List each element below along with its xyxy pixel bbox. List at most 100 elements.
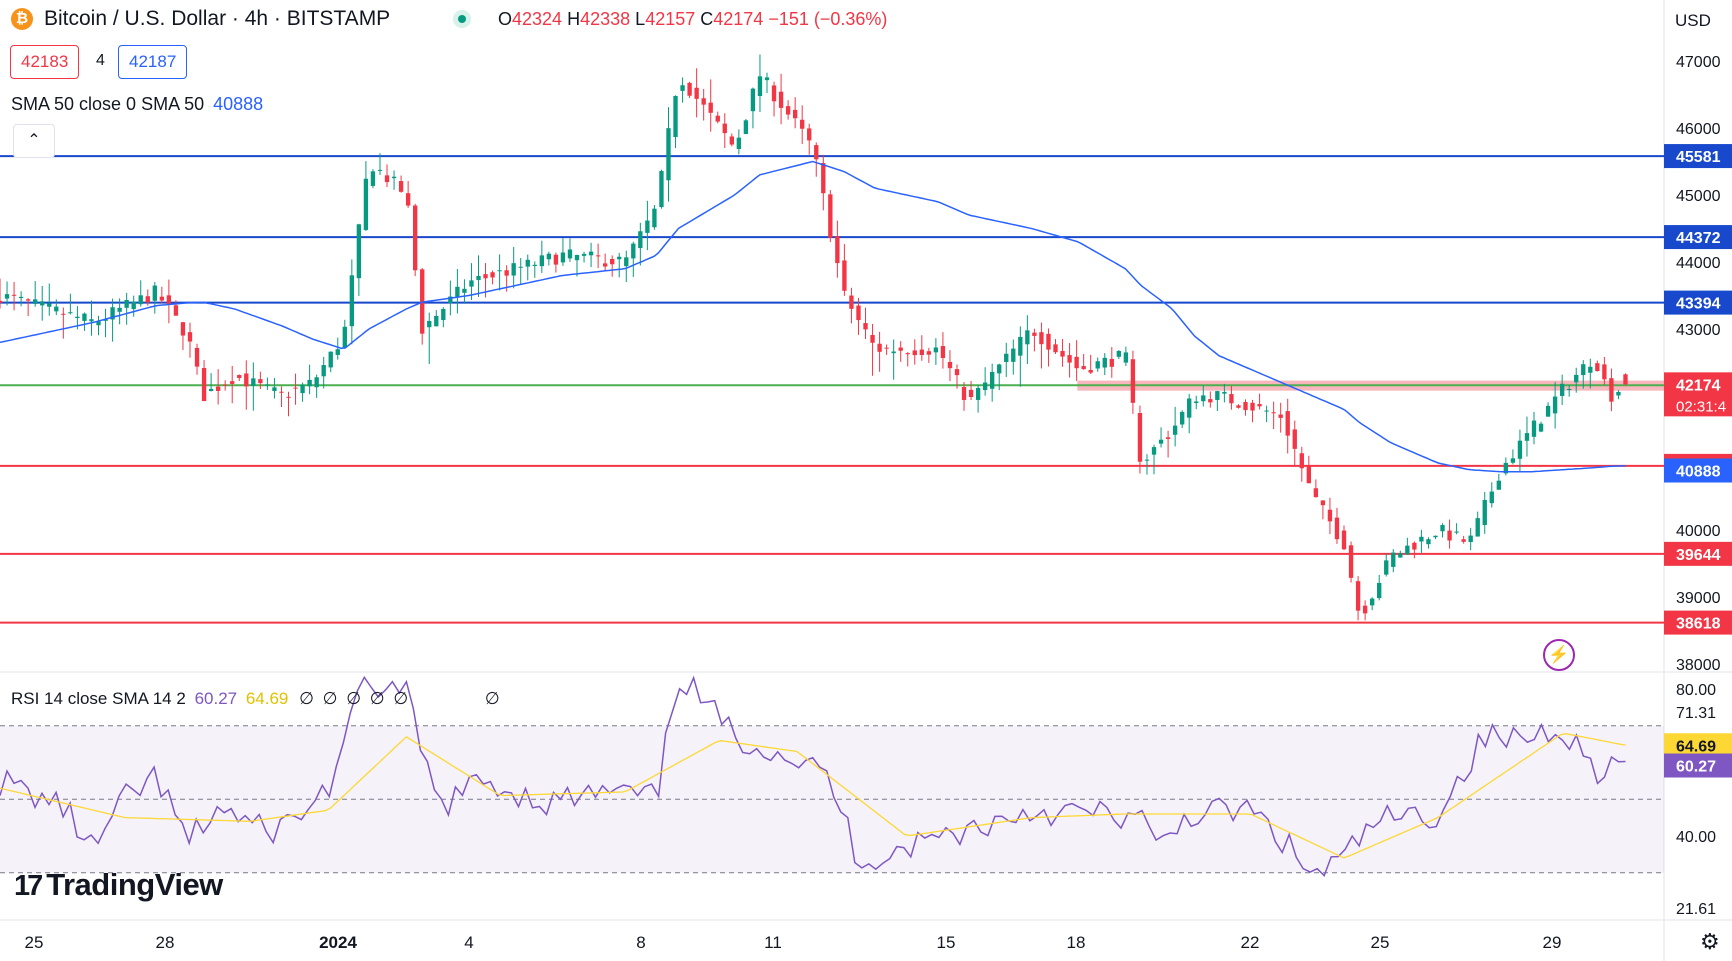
level-price-label-bg — [1664, 290, 1732, 315]
candle-body — [1067, 355, 1072, 363]
candle-body — [110, 307, 115, 320]
candle-body — [1292, 429, 1297, 449]
settings-icon[interactable]: ⚙ — [1700, 929, 1720, 954]
candle-body — [194, 347, 200, 367]
rsi-tick-label: 40.00 — [1676, 829, 1716, 846]
candle-body — [215, 386, 221, 391]
candle-body — [237, 375, 242, 378]
candle-body — [166, 295, 172, 305]
candle-body — [1179, 411, 1185, 425]
candle-body — [736, 137, 742, 149]
candle-body — [1250, 402, 1255, 411]
candle-body — [764, 77, 770, 81]
candle-body — [849, 295, 854, 309]
candle-body — [1377, 582, 1382, 599]
candle-body — [244, 373, 249, 387]
candle-body — [617, 256, 622, 260]
candle-body — [1074, 356, 1079, 369]
level-price-label: 44372 — [1676, 230, 1721, 247]
candle-body — [990, 371, 995, 389]
candle-body — [335, 349, 340, 355]
tradingview-logo[interactable]: 17 TradingView — [14, 867, 223, 902]
candle-body — [469, 280, 474, 287]
candle-body — [891, 351, 896, 354]
candle-body — [1531, 420, 1537, 437]
candle-body — [905, 353, 910, 355]
candle-body — [349, 275, 355, 327]
candle-body — [898, 347, 903, 351]
candle-body — [427, 320, 432, 328]
candle-body — [124, 299, 129, 308]
candle-body — [961, 387, 967, 400]
candle-body — [785, 106, 791, 115]
rsi-legend[interactable]: RSI 14 close SMA 14 2 60.27 64.69 ∅ ∅ ∅ … — [11, 689, 500, 708]
candle-body — [497, 270, 502, 272]
candle-body — [581, 253, 587, 256]
level-price-label-bg — [1664, 144, 1732, 169]
lightning-icon[interactable]: ⚡ — [1543, 639, 1575, 671]
candle-body — [1123, 352, 1129, 363]
market-status-icon[interactable] — [453, 10, 471, 28]
rsi-sma-line — [0, 733, 1626, 859]
candle-body — [1257, 404, 1262, 407]
level-price-label: 43394 — [1676, 296, 1721, 313]
candle-body — [1482, 499, 1487, 525]
rsi-sma-badge: 64.69 — [1676, 738, 1716, 755]
candle-body — [1032, 332, 1037, 336]
time-tick-label: 11 — [764, 933, 782, 952]
candle-body — [1496, 480, 1501, 490]
candle-body — [828, 194, 833, 238]
candle-body — [792, 109, 798, 119]
candle-body — [33, 299, 38, 304]
candle-body — [1609, 378, 1614, 402]
candle-body — [870, 335, 875, 343]
candle-body — [1588, 366, 1593, 373]
rsi-line — [0, 675, 1626, 878]
candle-body — [1559, 383, 1565, 396]
rsi-badge: 60.27 — [1676, 759, 1716, 776]
candle-body — [18, 296, 24, 299]
level-price-label-bg — [1664, 610, 1732, 635]
candle-body — [1201, 395, 1206, 402]
candle-body — [356, 224, 362, 279]
candle-body — [448, 296, 453, 304]
price-tick-label: 46000 — [1676, 121, 1721, 138]
candle-body — [743, 120, 749, 135]
time-tick-label: 28 — [156, 933, 175, 952]
candle-body — [1271, 412, 1276, 414]
candle-body — [1222, 391, 1227, 394]
candle-body — [293, 387, 298, 389]
candle-body — [1137, 413, 1143, 462]
candle-body — [223, 384, 228, 386]
sma-legend[interactable]: SMA 50 close 0 SMA 50 40888 — [11, 94, 264, 114]
candle-body — [1264, 410, 1269, 412]
candle-body — [708, 102, 713, 113]
candle-body — [96, 321, 101, 326]
candle-body — [138, 295, 143, 305]
candle-body — [1158, 439, 1164, 444]
currency-label[interactable]: USD — [1675, 11, 1711, 30]
sell-button[interactable]: 42183 — [10, 45, 80, 79]
candle-body — [933, 347, 939, 353]
spread-value: 4 — [96, 52, 105, 69]
price-tick-label: 43000 — [1676, 322, 1721, 339]
candle-body — [1088, 369, 1093, 373]
candle-body — [1489, 491, 1494, 504]
candle-body — [384, 175, 390, 183]
candle-body — [370, 171, 376, 186]
candle-body — [1433, 535, 1438, 538]
candle-body — [1109, 358, 1114, 367]
candle-body — [807, 128, 812, 141]
candle-body — [476, 275, 481, 280]
chart-title[interactable]: Bitcoin / U.S. Dollar · 4h · BITSTAMP — [44, 7, 391, 30]
collapse-legend-button[interactable]: ⌃ — [13, 124, 55, 158]
candle-body — [666, 128, 671, 181]
buy-button[interactable]: 42187 — [118, 45, 188, 79]
candle-body — [680, 85, 685, 91]
candle-body — [391, 176, 397, 179]
candle-body — [1039, 332, 1044, 345]
rsi-badge-bg — [1664, 753, 1732, 778]
rsi-pane — [0, 675, 1664, 878]
candle-body — [40, 301, 45, 306]
